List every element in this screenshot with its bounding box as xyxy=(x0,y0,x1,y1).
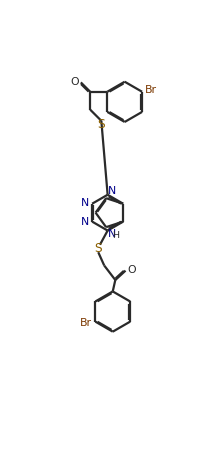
Text: N: N xyxy=(108,186,116,197)
Text: O: O xyxy=(70,77,79,86)
Text: H: H xyxy=(112,231,119,239)
Text: O: O xyxy=(128,265,136,275)
Text: Br: Br xyxy=(80,319,92,328)
Text: N: N xyxy=(81,218,90,227)
Text: N: N xyxy=(108,228,116,239)
Text: S: S xyxy=(94,242,102,255)
Text: Br: Br xyxy=(145,85,157,95)
Text: S: S xyxy=(97,118,105,131)
Text: N: N xyxy=(81,198,90,208)
